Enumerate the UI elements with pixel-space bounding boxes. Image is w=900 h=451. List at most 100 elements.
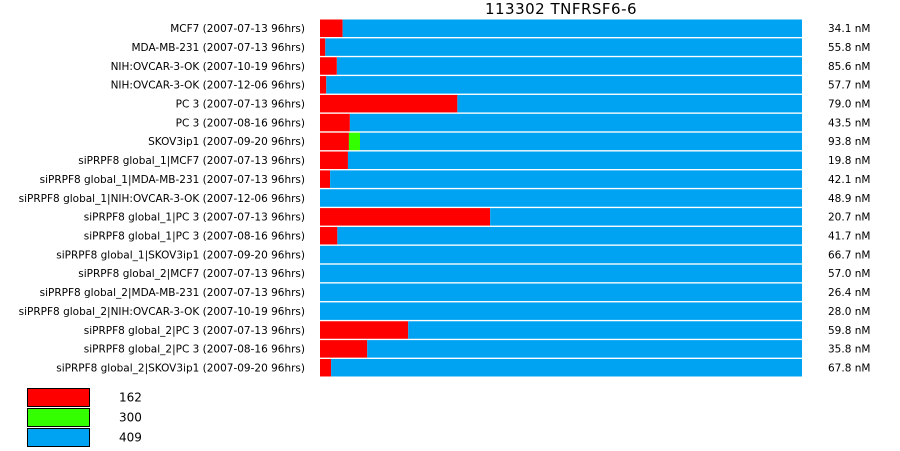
bar-segment-162 (320, 94, 458, 113)
bar-row: siPRPF8 global_2|PC 3 (2007-08-16 96hrs)… (84, 340, 870, 358)
value-label: 79.0 nM (828, 98, 870, 110)
bar-row: siPRPF8 global_1|MDA-MB-231 (2007-07-13 … (40, 170, 870, 188)
bar-segment-409 (349, 113, 802, 132)
bar-segment-409 (336, 57, 802, 75)
value-label: 48.9 nM (828, 193, 870, 205)
bar-segment-162 (320, 38, 326, 56)
row-label: siPRPF8 global_1|MDA-MB-231 (2007-07-13 … (40, 174, 305, 186)
bar-segment-409 (457, 94, 802, 113)
row-label: siPRPF8 global_2|MDA-MB-231 (2007-07-13 … (40, 287, 305, 299)
bar-segment-409 (331, 358, 802, 377)
bar-segment-409 (337, 226, 802, 245)
bar-segment-162 (320, 19, 343, 37)
bar-row: siPRPF8 global_1|PC 3 (2007-07-13 96hrs)… (84, 208, 870, 226)
value-label: 59.8 nM (828, 325, 870, 337)
bar-segment-409 (320, 245, 802, 264)
bar-segment-162 (320, 358, 332, 377)
row-label: NIH:OVCAR-3-OK (2007-12-06 96hrs) (111, 80, 305, 92)
bar-segment-409 (320, 302, 802, 320)
bar-row: PC 3 (2007-08-16 96hrs) 43.5 nM (176, 113, 870, 132)
value-label: 19.8 nM (828, 155, 870, 167)
bar-segment-409 (320, 189, 802, 207)
row-label: siPRPF8 global_2|SKOV3ip1 (2007-09-20 96… (56, 363, 305, 375)
value-label: 57.0 nM (828, 268, 870, 280)
bar-segment-409 (347, 151, 802, 170)
bar-rows: MCF7 (2007-07-13 96hrs) 34.1 nM MDA-MB-231… (19, 19, 870, 377)
legend-swatch (27, 388, 90, 407)
bar-segment-409 (342, 19, 802, 37)
bar-segment-162 (320, 321, 409, 339)
bar-segment-162 (320, 226, 338, 245)
bar-segment-409 (367, 340, 802, 358)
value-label: 41.7 nM (828, 231, 870, 243)
bar-segment-300 (348, 132, 361, 151)
value-label: 42.1 nM (828, 174, 870, 186)
row-label: MDA-MB-231 (2007-07-13 96hrs) (132, 42, 306, 54)
bar-row: NIH:OVCAR-3-OK (2007-12-06 96hrs) 57.7 nM (111, 76, 870, 94)
value-label: 93.8 nM (828, 136, 870, 148)
value-label: 67.8 nM (828, 363, 870, 375)
bar-segment-409 (360, 132, 802, 151)
bar-row: siPRPF8 global_2|SKOV3ip1 (2007-09-20 96… (56, 358, 870, 377)
row-label: MCF7 (2007-07-13 96hrs) (170, 23, 305, 35)
row-label: NIH:OVCAR-3-OK (2007-10-19 96hrs) (111, 61, 305, 73)
legend-item: 409 (27, 428, 142, 447)
value-label: 57.7 nM (828, 80, 870, 92)
bar-row: MDA-MB-231 (2007-07-13 96hrs) 55.8 nM (132, 38, 870, 56)
row-label: siPRPF8 global_1|PC 3 (2007-07-13 96hrs) (84, 212, 305, 224)
bar-segment-162 (320, 151, 348, 170)
row-label: PC 3 (2007-07-13 96hrs) (176, 98, 305, 110)
bar-row: siPRPF8 global_1|MCF7 (2007-07-13 96hrs)… (78, 151, 870, 170)
row-label: siPRPF8 global_2|PC 3 (2007-07-13 96hrs) (84, 325, 305, 337)
bar-row: siPRPF8 global_1|NIH:OVCAR-3-OK (2007-12… (19, 189, 870, 207)
value-label: 20.7 nM (828, 212, 870, 224)
row-label: siPRPF8 global_1|NIH:OVCAR-3-OK (2007-12… (19, 193, 305, 205)
bar-segment-162 (320, 76, 327, 94)
value-label: 34.1 nM (828, 23, 870, 35)
bar-segment-409 (326, 76, 802, 94)
bar-segment-162 (320, 340, 368, 358)
bar-segment-162 (320, 132, 349, 151)
bar-segment-162 (320, 208, 491, 226)
bar-row: NIH:OVCAR-3-OK (2007-10-19 96hrs) 85.6 nM (111, 57, 870, 75)
bar-row: PC 3 (2007-07-13 96hrs) 79.0 nM (176, 94, 870, 113)
row-label: siPRPF8 global_2|PC 3 (2007-08-16 96hrs) (84, 344, 305, 356)
bar-segment-409 (325, 38, 802, 56)
value-label: 26.4 nM (828, 287, 870, 299)
row-label: siPRPF8 global_1|PC 3 (2007-08-16 96hrs) (84, 231, 305, 243)
bar-row: MCF7 (2007-07-13 96hrs) 34.1 nM (170, 19, 870, 37)
bar-segment-409 (320, 264, 802, 283)
value-label: 85.6 nM (828, 61, 870, 73)
bar-row: siPRPF8 global_1|PC 3 (2007-08-16 96hrs)… (84, 226, 870, 245)
bar-row: siPRPF8 global_1|SKOV3ip1 (2007-09-20 96… (56, 245, 870, 264)
row-label: siPRPF8 global_1|MCF7 (2007-07-13 96hrs) (78, 155, 305, 167)
bar-row: siPRPF8 global_2|PC 3 (2007-07-13 96hrs)… (84, 321, 870, 339)
bar-segment-409 (408, 321, 802, 339)
bar-segment-162 (320, 57, 337, 75)
row-label: PC 3 (2007-08-16 96hrs) (176, 117, 305, 129)
bar-row: SKOV3ip1 (2007-09-20 96hrs) 93.8 nM (148, 132, 870, 151)
chart-title: 113302 TNFRSF6-6 (484, 0, 638, 18)
value-label: 55.8 nM (828, 42, 870, 54)
legend-swatch (27, 408, 90, 427)
row-label: siPRPF8 global_2|MCF7 (2007-07-13 96hrs) (78, 268, 305, 280)
bar-segment-162 (320, 170, 331, 188)
legend: 162 300 409 (27, 388, 142, 447)
value-label: 28.0 nM (828, 306, 870, 318)
legend-item: 300 (27, 408, 142, 427)
legend-label: 162 (119, 391, 142, 405)
bar-row: siPRPF8 global_2|NIH:OVCAR-3-OK (2007-10… (19, 302, 870, 320)
legend-label: 300 (119, 411, 142, 425)
bar-segment-409 (490, 208, 802, 226)
bar-row: siPRPF8 global_2|MCF7 (2007-07-13 96hrs)… (78, 264, 870, 283)
value-label: 66.7 nM (828, 249, 870, 261)
legend-label: 409 (119, 431, 142, 445)
legend-item: 162 (27, 388, 142, 407)
legend-swatch (27, 428, 90, 447)
bar-row: siPRPF8 global_2|MDA-MB-231 (2007-07-13 … (40, 283, 870, 302)
bar-segment-162 (320, 113, 350, 132)
bar-segment-409 (330, 170, 802, 188)
row-label: SKOV3ip1 (2007-09-20 96hrs) (148, 136, 305, 148)
row-label: siPRPF8 global_1|SKOV3ip1 (2007-09-20 96… (56, 249, 305, 261)
